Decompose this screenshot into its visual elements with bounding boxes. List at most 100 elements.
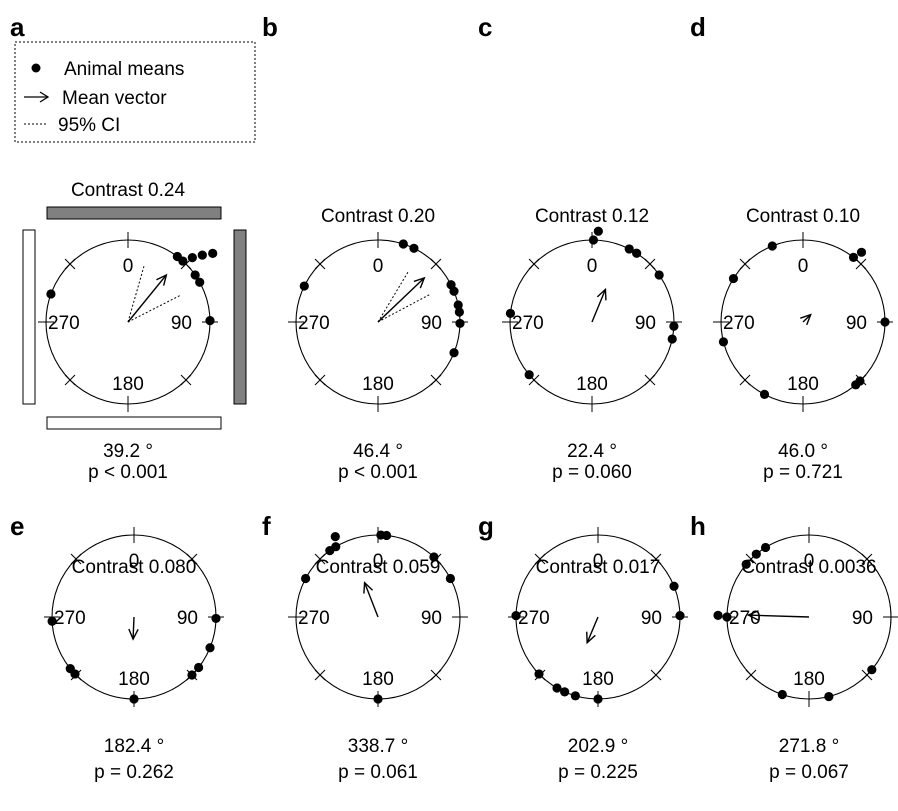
p-value-label: p = 0.262 bbox=[94, 762, 174, 783]
animal-mean-dot bbox=[741, 559, 751, 569]
axis-label-0: 0 bbox=[593, 551, 604, 572]
animal-mean-dot bbox=[777, 689, 787, 700]
legend-dot-marker bbox=[31, 63, 41, 73]
tick-45 bbox=[861, 553, 873, 565]
legend-label-mean-vector: Mean vector bbox=[62, 88, 167, 109]
axis-label-270: 270 bbox=[48, 313, 80, 334]
legend-arrow-head bbox=[39, 91, 50, 103]
axis-label-90: 90 bbox=[635, 313, 656, 334]
animal-mean-dot bbox=[445, 573, 456, 584]
mean-direction-label: 338.7 ° bbox=[348, 736, 408, 757]
tick-315 bbox=[534, 553, 546, 565]
animal-mean-dot bbox=[455, 318, 465, 329]
axis-label-270: 270 bbox=[298, 608, 330, 629]
legend-label-animal-means: Animal means bbox=[64, 59, 184, 80]
p-value-label: p = 0.060 bbox=[552, 462, 632, 483]
p-value-label: p = 0.067 bbox=[769, 762, 849, 783]
axis-label-180: 180 bbox=[362, 374, 394, 395]
tick-45 bbox=[430, 258, 442, 270]
animal-mean-dot bbox=[767, 241, 777, 251]
animal-mean-dot bbox=[178, 256, 188, 266]
animal-mean-dot bbox=[330, 532, 340, 542]
animal-mean-dot bbox=[718, 337, 729, 347]
tick-45 bbox=[855, 258, 867, 270]
mean-vector-head bbox=[156, 273, 168, 286]
axis-label-180: 180 bbox=[787, 374, 819, 395]
ci-line-upper bbox=[127, 294, 181, 323]
p-value-label: p < 0.001 bbox=[338, 462, 418, 483]
animal-mean-dot bbox=[190, 270, 200, 280]
tick-135 bbox=[180, 374, 192, 386]
tick-225 bbox=[314, 374, 326, 386]
animal-mean-dot bbox=[570, 691, 580, 701]
mean-vector-shaft bbox=[802, 314, 812, 323]
mean-direction-label: 202.9 ° bbox=[568, 736, 628, 757]
animal-mean-dot bbox=[848, 252, 859, 262]
mean-vector-shaft bbox=[127, 274, 167, 323]
mean-vector-shaft bbox=[132, 616, 135, 640]
mean-vector-head bbox=[800, 313, 812, 326]
animal-mean-dot bbox=[505, 308, 516, 319]
animal-mean-dot bbox=[373, 694, 383, 704]
axis-label-90: 90 bbox=[171, 313, 192, 334]
panel-a: a Contrast 0.24 0 90 180 270 39.2 °p < 0.001 bbox=[10, 12, 218, 483]
mean-vector-shaft bbox=[586, 616, 599, 643]
tick-135 bbox=[430, 669, 442, 681]
tick-135 bbox=[644, 374, 656, 386]
animal-mean-dot bbox=[65, 664, 75, 674]
animal-mean-dot bbox=[454, 307, 464, 317]
mean-vector-head bbox=[363, 581, 374, 594]
panel-title: Contrast 0.059 bbox=[316, 557, 441, 578]
axis-label-90: 90 bbox=[421, 313, 442, 334]
animal-mean-dot bbox=[381, 530, 392, 541]
tick-225 bbox=[314, 669, 326, 681]
animal-mean-dot bbox=[524, 370, 534, 380]
animal-mean-dot bbox=[205, 315, 215, 326]
animal-mean-dot bbox=[299, 281, 309, 291]
panel-title: Contrast 0.080 bbox=[72, 557, 197, 578]
p-value-label: p = 0.721 bbox=[763, 462, 843, 483]
tick-135 bbox=[430, 374, 442, 386]
tick-315 bbox=[64, 258, 76, 270]
animal-mean-dot bbox=[667, 334, 677, 344]
stimulus-bar-bottom bbox=[46, 416, 222, 430]
animal-mean-dot bbox=[588, 235, 599, 245]
mean-vector-shaft bbox=[591, 289, 607, 323]
axis-label-180: 180 bbox=[362, 669, 394, 690]
panel-title: Contrast 0.017 bbox=[536, 557, 661, 578]
mean-direction-label: 22.4 ° bbox=[567, 441, 617, 462]
legend-label-ci: 95% CI bbox=[58, 115, 120, 136]
mean-direction-label: 46.4 ° bbox=[353, 441, 403, 462]
axis-label-90: 90 bbox=[421, 608, 442, 629]
stimulus-bars bbox=[22, 206, 247, 430]
tick-225 bbox=[739, 374, 751, 386]
panel-title: Contrast 0.0036 bbox=[741, 557, 876, 578]
animal-mean-dot bbox=[880, 317, 890, 327]
animal-mean-dot bbox=[669, 581, 679, 591]
axis-label-270: 270 bbox=[54, 608, 86, 629]
animal-mean-dot bbox=[449, 348, 459, 358]
axis-label-90: 90 bbox=[641, 608, 662, 629]
tick-225 bbox=[745, 669, 757, 681]
axis-label-90: 90 bbox=[177, 608, 198, 629]
animal-mean-dot bbox=[851, 380, 861, 390]
tick-45 bbox=[644, 258, 656, 270]
tick-315 bbox=[314, 553, 326, 565]
animal-mean-dot bbox=[632, 248, 642, 258]
animal-mean-dot bbox=[46, 289, 56, 299]
axis-label-180: 180 bbox=[118, 669, 150, 690]
axis-label-0: 0 bbox=[587, 256, 598, 277]
animal-mean-dot bbox=[751, 549, 761, 559]
tick-315 bbox=[314, 258, 326, 270]
panel-title: Contrast 0.12 bbox=[535, 206, 649, 227]
axis-label-0: 0 bbox=[804, 551, 815, 572]
ci-line-lower bbox=[127, 265, 145, 323]
animal-mean-dot bbox=[331, 542, 341, 552]
animal-mean-dot bbox=[129, 694, 139, 704]
animal-mean-dot bbox=[722, 612, 732, 622]
